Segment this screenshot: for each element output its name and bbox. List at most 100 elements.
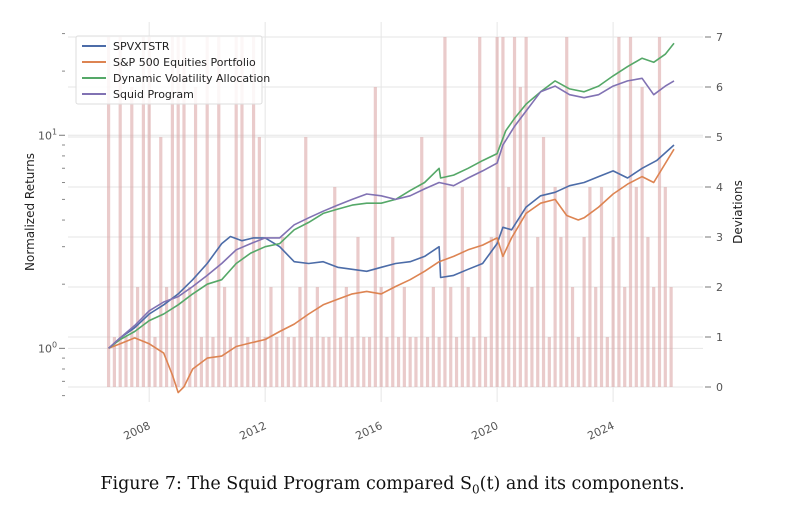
deviation-bar [356,237,360,387]
deviation-bar [599,187,604,387]
deviation-bar [130,87,134,387]
deviation-bar [385,337,389,387]
deviation-bar [257,137,261,387]
deviation-bar [182,37,186,387]
deviation-bar [594,287,598,387]
deviation-bar [298,287,302,387]
y2-tick-label: 6 [716,81,723,94]
deviation-bar [124,337,128,387]
deviation-bar [159,137,163,387]
deviation-bar [472,337,476,387]
caption-subscript: 0 [471,482,480,497]
y2-tick-label: 0 [716,381,723,394]
deviation-bar [454,337,459,387]
deviation-bar [582,237,586,387]
deviation-bar [559,237,563,387]
deviation-bar [652,287,656,387]
y-tick-label: 100 [38,340,57,355]
deviation-bar [286,337,290,387]
deviation-bar [251,37,256,387]
deviation-bar [495,37,499,387]
deviation-bar [530,287,534,387]
deviation-bar [489,237,493,387]
deviation-bar [547,337,551,387]
legend-box [75,35,263,105]
deviation-bar [292,337,296,387]
deviation-bar [443,37,447,387]
deviation-bar [501,37,505,387]
deviation-bar [657,37,662,387]
deviation-bar [663,187,667,387]
deviation-bar [576,337,580,387]
deviation-bar [623,287,627,387]
deviation-bar [263,337,267,387]
deviation-bar [367,337,372,387]
legend-entry: Squid Program [113,88,194,101]
deviation-bar [570,287,575,387]
y2-tick-label: 5 [716,131,723,144]
deviation-bar [536,237,540,387]
deviation-bar [640,87,644,387]
deviation-bar [217,37,221,387]
deviation-bar [460,187,464,387]
legend-entry: S&P 500 Equities Portfolio [113,56,256,69]
deviation-bar [350,337,354,387]
y2-axis-label: Deviations [731,180,745,244]
deviation-bar [141,37,145,387]
y2-tick-label: 1 [716,331,723,344]
x-tick-label: 2008 [122,419,153,443]
deviation-bar [106,37,111,387]
deviation-bar [135,287,140,387]
caption-suffix: (t) and its components. [479,474,685,494]
deviation-bar [617,37,621,387]
deviation-bar [327,337,331,387]
y2-tick-label: 7 [716,31,723,44]
caption-prefix: Figure 7: The Squid Program compared S [100,474,472,494]
deviation-bar [344,287,348,387]
legend-entry: Dynamic Volatility Allocation [113,72,270,85]
deviation-bar [280,237,285,387]
deviation-bar [315,287,319,387]
deviation-bar [414,337,418,387]
deviation-bar [541,137,546,387]
deviation-bar [420,137,424,387]
y2-tick-label: 3 [716,231,723,244]
deviation-bar [193,87,198,387]
deviation-bar [507,187,511,387]
deviation-bar [431,287,435,387]
deviation-bar [565,37,569,387]
x-tick-label: 2024 [586,419,617,443]
series-line [108,144,675,349]
deviation-bar [338,337,343,387]
deviation-bar [321,337,325,387]
deviation-bar [147,37,151,387]
y2-tick-label: 2 [716,281,723,294]
deviation-bar [228,337,232,387]
deviation-bar [553,187,557,387]
deviation-bar [425,337,430,387]
deviation-bar [605,337,609,387]
y2-tick-label: 4 [716,181,723,194]
deviation-bar [118,37,122,387]
x-tick-label: 2012 [238,419,269,443]
deviation-bar [373,87,377,387]
deviation-bar [309,337,314,387]
deviation-bar [304,137,308,387]
y-tick-label: 101 [38,127,57,142]
deviation-bar [524,37,528,387]
deviation-bar [611,237,615,387]
deviation-bar [437,337,441,387]
deviation-bar [588,187,592,387]
series-line [108,148,675,394]
deviation-bar [362,337,366,387]
deviation-bar [333,187,337,387]
legend-entry: SPVXTSTR [113,40,170,53]
deviation-bar [408,337,412,387]
deviation-bar [396,337,401,387]
deviation-bar [188,287,192,387]
deviation-bar [478,37,482,387]
deviation-bar [246,337,250,387]
deviation-bar [112,337,116,387]
deviation-bar [170,37,174,387]
